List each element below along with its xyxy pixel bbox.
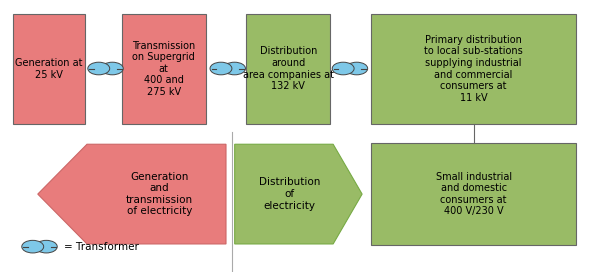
Ellipse shape: [35, 240, 57, 253]
Text: Generation
and
transmission
of electricity: Generation and transmission of electrici…: [126, 172, 193, 216]
Text: Primary distribution
to local sub-stations
supplying industrial
and commercial
c: Primary distribution to local sub-statio…: [424, 35, 523, 103]
Bar: [13, 13, 85, 124]
Text: Transmission
on Supergrid
at
400 and
275 kV: Transmission on Supergrid at 400 and 275…: [132, 41, 196, 97]
Ellipse shape: [102, 62, 124, 75]
Text: = Transformer: = Transformer: [64, 242, 139, 252]
Ellipse shape: [210, 62, 232, 75]
Text: Generation at
25 kV: Generation at 25 kV: [15, 58, 83, 79]
Ellipse shape: [332, 62, 354, 75]
Ellipse shape: [346, 62, 368, 75]
Ellipse shape: [88, 62, 110, 75]
Bar: [246, 13, 330, 124]
Bar: [122, 13, 206, 124]
Text: Small industrial
and domestic
consumers at
400 V/230 V: Small industrial and domestic consumers …: [436, 172, 512, 216]
Polygon shape: [38, 144, 226, 244]
Ellipse shape: [22, 240, 44, 253]
Text: Distribution
of
electricity: Distribution of electricity: [259, 177, 320, 211]
Bar: [371, 143, 576, 245]
Text: Distribution
around
area companies at
132 kV: Distribution around area companies at 13…: [243, 46, 334, 91]
Bar: [371, 13, 576, 124]
Polygon shape: [235, 144, 362, 244]
Ellipse shape: [223, 62, 245, 75]
